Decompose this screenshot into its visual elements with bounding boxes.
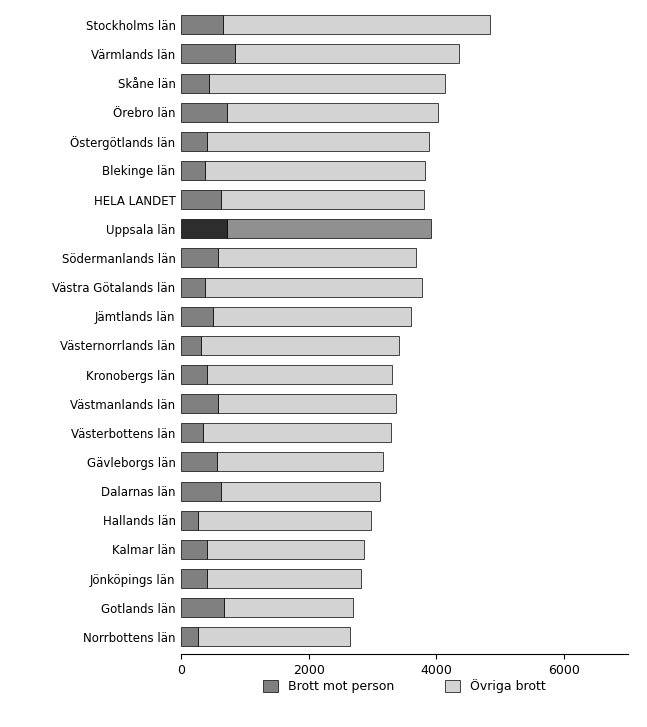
Bar	[203, 423, 391, 442]
Bar	[181, 103, 227, 121]
Bar	[205, 161, 425, 180]
Bar	[181, 511, 199, 530]
Bar	[181, 73, 208, 92]
Bar	[181, 132, 206, 150]
Bar	[181, 481, 221, 501]
Bar	[181, 394, 217, 413]
Bar	[181, 15, 223, 34]
Bar	[181, 307, 213, 326]
Bar	[227, 103, 437, 121]
Bar	[181, 44, 236, 63]
Bar	[223, 15, 490, 34]
Bar	[205, 278, 422, 297]
Bar	[221, 481, 380, 501]
Bar	[181, 161, 205, 180]
Bar	[181, 540, 206, 559]
Bar	[181, 569, 206, 588]
Bar	[218, 249, 416, 268]
Bar	[181, 278, 205, 297]
Bar	[213, 307, 411, 326]
Bar	[227, 220, 431, 238]
Bar	[181, 190, 221, 209]
Bar	[224, 598, 353, 617]
Bar	[181, 336, 201, 355]
Bar	[217, 394, 396, 413]
Bar	[199, 511, 371, 530]
Bar	[181, 249, 218, 268]
Bar	[201, 336, 399, 355]
Bar	[217, 452, 382, 471]
Bar	[206, 132, 428, 150]
Bar	[181, 220, 227, 238]
Bar	[221, 190, 424, 209]
Bar	[208, 73, 444, 92]
Bar	[236, 44, 459, 63]
Bar	[181, 627, 199, 646]
Bar	[206, 365, 391, 384]
Bar	[181, 598, 224, 617]
Legend: Brott mot person, Övriga brott: Brott mot person, Övriga brott	[263, 679, 545, 694]
Bar	[206, 540, 364, 559]
Bar	[181, 423, 203, 442]
Bar	[199, 627, 350, 646]
Bar	[206, 569, 361, 588]
Bar	[181, 452, 217, 471]
Bar	[181, 365, 206, 384]
